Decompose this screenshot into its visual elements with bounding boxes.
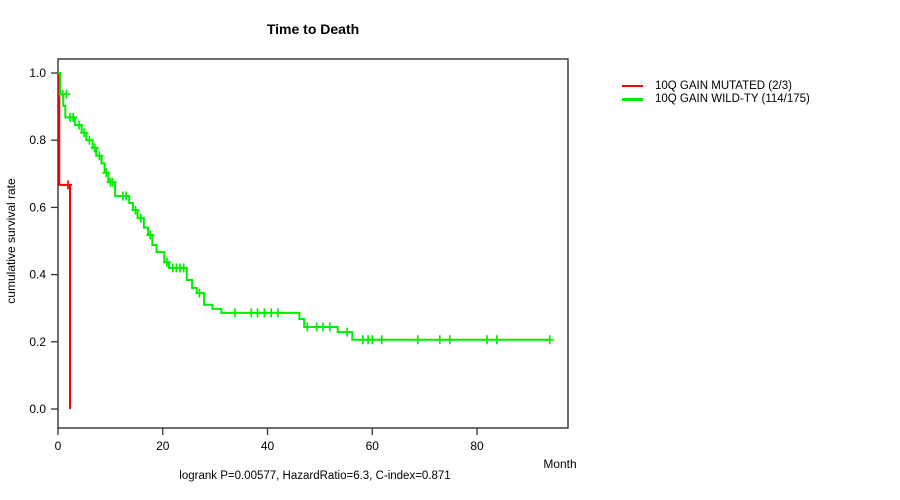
censor-mark: [377, 335, 386, 345]
legend-item-wildtype: 10Q GAIN WILD-TY (114/175): [622, 93, 810, 107]
censor-mark: [545, 335, 554, 345]
censor-mark: [90, 143, 99, 153]
censor-mark: [445, 335, 454, 345]
censor-mark: [343, 327, 352, 337]
censor-mark: [435, 335, 444, 345]
censor-mark: [69, 112, 78, 122]
survival-curve: [58, 72, 71, 409]
survival-curves: [58, 72, 554, 409]
x-axis-label: Month: [543, 457, 577, 471]
svg-text:0.2: 0.2: [29, 335, 46, 349]
censor-mark: [492, 335, 501, 345]
censor-mark: [62, 89, 71, 99]
censor-mark: [131, 205, 140, 215]
censor-mark: [319, 322, 327, 332]
censor-mark: [179, 263, 188, 273]
svg-text:60: 60: [366, 439, 380, 453]
censor-mark: [108, 177, 117, 187]
censor-mark: [267, 308, 276, 318]
censor-mark: [146, 230, 155, 240]
y-axis-label: cumulative survival rate: [4, 178, 18, 304]
censor-mark: [253, 308, 262, 318]
legend-line-green: [622, 98, 643, 101]
svg-text:0.6: 0.6: [29, 200, 46, 214]
chart-title: Time to Death: [266, 21, 360, 37]
svg-text:0: 0: [55, 439, 62, 453]
censor-mark: [413, 335, 422, 345]
censor-mark: [195, 288, 204, 298]
censor-mark: [483, 335, 491, 345]
censor-mark: [102, 168, 111, 178]
stats-footer: logrank P=0.00577, HazardRatio=6.3, C-in…: [179, 470, 451, 482]
legend-label: 10Q GAIN WILD-TY (114/175): [655, 93, 810, 106]
censor-mark: [274, 308, 282, 318]
censor-mark: [303, 322, 312, 332]
x-axis: 0 20 40 60 80: [55, 428, 484, 453]
censor-mark: [162, 257, 171, 267]
censor-mark: [80, 128, 89, 138]
censor-mark: [95, 151, 104, 161]
svg-text:40: 40: [261, 439, 275, 453]
survival-curve: [58, 72, 551, 341]
svg-text:80: 80: [470, 439, 484, 453]
censor-mark: [75, 120, 83, 130]
censor-mark: [85, 135, 94, 145]
censor-mark: [231, 308, 239, 318]
censor-mark: [64, 180, 72, 190]
svg-text:0.8: 0.8: [29, 133, 46, 147]
svg-text:0.4: 0.4: [29, 268, 46, 282]
censor-mark: [136, 213, 145, 223]
svg-text:1.0: 1.0: [29, 66, 46, 80]
censor-mark: [325, 322, 334, 332]
censor-mark: [122, 191, 131, 201]
legend-label: 10Q GAIN MUTATED (2/3): [655, 79, 792, 92]
censor-mark: [260, 308, 269, 318]
legend: 10Q GAIN MUTATED (2/3) 10Q GAIN WILD-TY …: [622, 79, 810, 106]
legend-line-red: [622, 84, 643, 87]
legend-item-mutated: 10Q GAIN MUTATED (2/3): [622, 79, 810, 93]
censor-mark: [368, 335, 377, 345]
y-axis: 0.0 0.2 0.4 0.6 0.8 1.0: [29, 66, 58, 416]
plot-box: [57, 58, 569, 429]
svg-text:20: 20: [156, 439, 170, 453]
svg-text:0.0: 0.0: [29, 402, 46, 416]
